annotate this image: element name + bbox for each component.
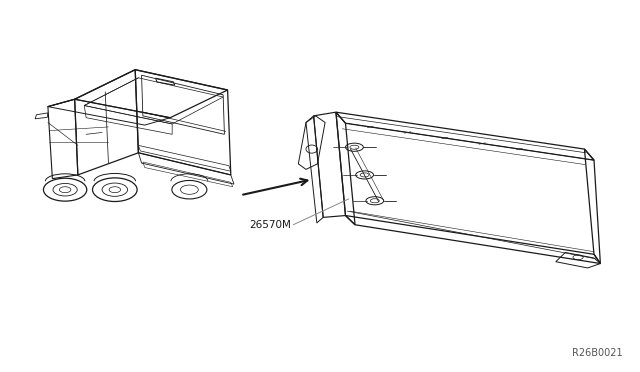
Text: R26B0021: R26B0021 [572, 348, 623, 358]
Text: 26570M: 26570M [250, 220, 291, 230]
